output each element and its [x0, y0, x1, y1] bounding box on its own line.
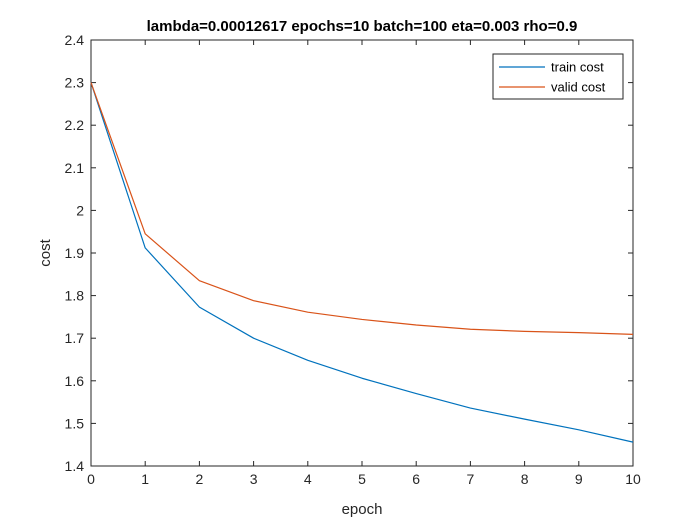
x-tick-label: 8 [521, 471, 529, 487]
y-tick-label: 1.8 [65, 288, 85, 304]
y-tick-label: 2.3 [65, 75, 85, 91]
x-tick-label: 6 [412, 471, 420, 487]
x-tick-label: 2 [196, 471, 204, 487]
x-tick-label: 10 [625, 471, 641, 487]
y-tick-label: 1.9 [65, 245, 85, 261]
x-axis-title: epoch [342, 501, 383, 518]
legend-label-valid-cost: valid cost [551, 80, 606, 95]
y-axis-title: cost [37, 238, 54, 266]
x-tick-label: 9 [575, 471, 583, 487]
series-line-valid-cost [90, 82, 634, 335]
y-tick-label: 2.2 [65, 117, 85, 133]
x-tick-label: 5 [358, 471, 366, 487]
y-tick-label: 2.1 [65, 160, 85, 176]
y-tick-label: 2.4 [65, 32, 85, 48]
y-tick-label: 1.6 [65, 373, 85, 389]
series-line-train-cost [90, 82, 634, 443]
x-tick-label: 7 [467, 471, 475, 487]
y-tick-label: 2 [76, 202, 84, 218]
legend-label-train-cost: train cost [551, 60, 604, 75]
y-tick-label: 1.4 [65, 458, 85, 474]
x-tick-label: 0 [87, 471, 95, 487]
axis-ticks [90, 39, 634, 467]
x-tick-label: 4 [304, 471, 312, 487]
legend: train cost valid cost [492, 53, 624, 100]
plot-area [90, 39, 634, 467]
chart-title: lambda=0.00012617 epochs=10 batch=100 et… [147, 18, 578, 35]
y-tick-label: 1.5 [65, 415, 85, 431]
x-tick-label: 3 [250, 471, 258, 487]
series-lines [90, 82, 634, 443]
x-tick-label: 1 [141, 471, 149, 487]
legend-box [492, 53, 624, 100]
y-tick-label: 1.7 [65, 330, 85, 346]
axis-tick-labels: 0 1 2 3 4 5 6 7 8 9 10 1.4 1.5 1.6 1.7 1.8 1.9 2 2.1 2.2 2.3… [65, 32, 641, 487]
